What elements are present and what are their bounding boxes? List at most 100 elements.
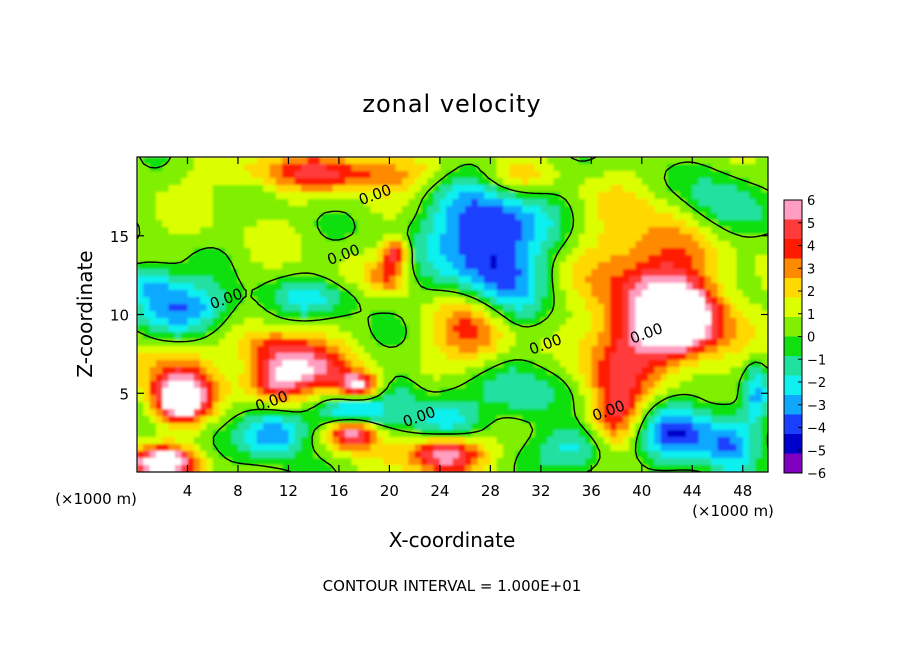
heatmap-cell — [250, 451, 258, 459]
heatmap-cell — [528, 199, 536, 207]
heatmap-cell — [641, 178, 649, 186]
heatmap-cell — [534, 206, 542, 214]
heatmap-cell — [572, 213, 580, 221]
heatmap-cell — [263, 395, 271, 403]
heatmap-cell — [168, 430, 176, 438]
heatmap-cell — [692, 290, 700, 298]
heatmap-cell — [566, 353, 573, 361]
heatmap-cell — [187, 199, 195, 207]
heatmap-cell — [313, 311, 321, 319]
heatmap-cell — [174, 304, 182, 312]
heatmap-cell — [364, 220, 372, 228]
heatmap-cell — [622, 360, 630, 368]
heatmap-cell — [370, 402, 378, 410]
heatmap-cell — [168, 185, 176, 193]
heatmap-cell — [433, 437, 441, 445]
heatmap-cell — [389, 388, 397, 396]
heatmap-cell — [559, 423, 567, 431]
heatmap-cell — [319, 444, 327, 452]
heatmap-cell — [370, 409, 378, 417]
heatmap-cell — [667, 465, 674, 472]
heatmap-cell — [162, 381, 170, 389]
heatmap-cell — [742, 430, 750, 438]
heatmap-cell — [465, 339, 473, 347]
heatmap-cell — [521, 234, 529, 242]
heatmap-cell — [288, 395, 296, 403]
heatmap-cell — [143, 458, 151, 466]
heatmap-cell — [654, 178, 662, 186]
heatmap-cell — [174, 416, 182, 424]
heatmap-cell — [143, 437, 151, 445]
heatmap-cell — [275, 416, 283, 424]
heatmap-cell — [616, 290, 624, 298]
heatmap-cell — [338, 164, 346, 172]
heatmap-cell — [313, 157, 321, 165]
heatmap-cell — [174, 318, 182, 326]
heatmap-cell — [364, 255, 372, 263]
heatmap-cell — [319, 269, 327, 277]
heatmap-cell — [742, 227, 750, 235]
heatmap-cell — [660, 437, 668, 445]
heatmap-cell — [155, 164, 163, 172]
heatmap-cell — [597, 234, 605, 242]
heatmap-cell — [534, 346, 542, 354]
heatmap-cell — [414, 192, 422, 200]
heatmap-cell — [206, 374, 214, 382]
heatmap-cell — [622, 311, 630, 319]
heatmap-cell — [515, 402, 523, 410]
heatmap-cell — [502, 178, 510, 186]
heatmap-cell — [515, 409, 523, 417]
heatmap-cell — [553, 157, 561, 165]
heatmap-cell — [263, 360, 271, 368]
heatmap-cell — [698, 304, 706, 312]
heatmap-cell — [357, 297, 365, 305]
heatmap-cell — [439, 318, 447, 326]
heatmap-cell — [149, 276, 157, 284]
heatmap-cell — [597, 388, 605, 396]
heatmap-cell — [313, 227, 321, 235]
heatmap-cell — [654, 248, 662, 256]
heatmap-cell — [673, 381, 681, 389]
heatmap-cell — [168, 367, 176, 375]
heatmap-cell — [458, 234, 466, 242]
heatmap-cell — [597, 437, 605, 445]
heatmap-cell — [370, 241, 378, 249]
heatmap-cell — [667, 220, 674, 228]
heatmap-cell — [685, 164, 693, 172]
heatmap-cell — [452, 234, 460, 242]
heatmap-cell — [433, 206, 441, 214]
heatmap-cell — [282, 332, 290, 340]
heatmap-cell — [414, 339, 422, 347]
heatmap-cell — [629, 311, 637, 319]
heatmap-cell — [730, 388, 738, 396]
heatmap-cell — [433, 192, 441, 200]
heatmap-cell — [509, 283, 517, 291]
heatmap-cell — [660, 367, 668, 375]
heatmap-cell — [225, 325, 233, 333]
heatmap-cell — [521, 430, 529, 438]
heatmap-cell — [275, 402, 283, 410]
heatmap-cell — [313, 367, 321, 375]
heatmap-cell — [206, 416, 214, 424]
heatmap-cell — [534, 332, 542, 340]
heatmap-cell — [155, 339, 163, 347]
heatmap-cell — [231, 430, 239, 438]
heatmap-cell — [408, 157, 416, 165]
heatmap-cell — [370, 206, 378, 214]
heatmap-cell — [547, 164, 555, 172]
heatmap-cell — [174, 451, 182, 459]
heatmap-cell — [294, 206, 302, 214]
heatmap-cell — [225, 185, 233, 193]
heatmap-cell — [263, 213, 271, 221]
heatmap-cell — [660, 297, 668, 305]
heatmap-cell — [654, 444, 662, 452]
heatmap-cell — [458, 451, 466, 459]
heatmap-cell — [244, 283, 252, 291]
heatmap-cell — [566, 220, 573, 228]
heatmap-cell — [635, 465, 643, 472]
heatmap-cell — [288, 171, 296, 179]
heatmap-cell — [143, 297, 151, 305]
heatmap-cell — [187, 192, 195, 200]
heatmap-cell — [566, 339, 573, 347]
heatmap-cell — [679, 437, 687, 445]
